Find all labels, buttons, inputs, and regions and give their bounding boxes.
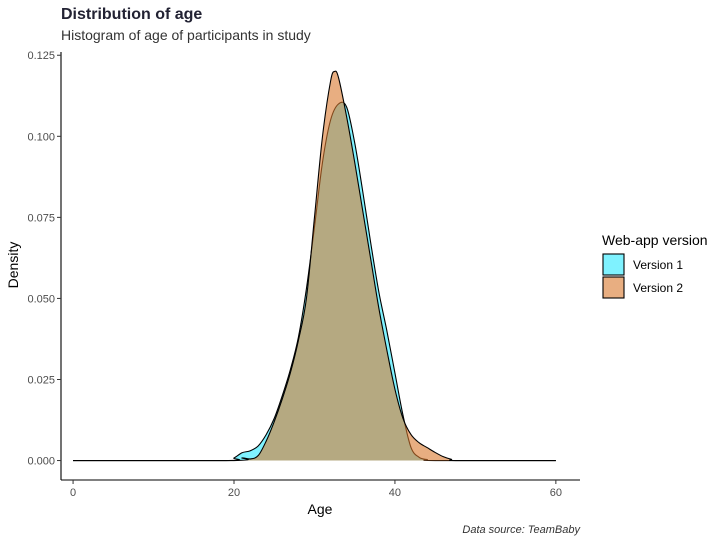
y-tick-label: 0.075 <box>27 212 55 224</box>
y-tick-label: 0.025 <box>27 374 55 386</box>
x-axis-title: Age <box>308 501 333 517</box>
y-tick-label: 0.050 <box>27 293 55 305</box>
y-tick-label: 0.125 <box>27 50 55 62</box>
density-line-version-2 <box>73 70 556 462</box>
legend-swatch-version-1 <box>602 253 625 276</box>
x-axis: 0 20 40 60 <box>61 479 580 499</box>
legend-label-version-1: Version 1 <box>633 258 683 272</box>
y-tick-label: 0.000 <box>27 456 55 468</box>
chart-caption: Data source: TeamBaby <box>462 524 581 536</box>
legend: Web-app version Version 1 Version 2 <box>602 232 708 299</box>
legend-label-version-2: Version 2 <box>633 281 683 295</box>
y-axis-title: Density <box>5 242 21 289</box>
x-tick-label: 0 <box>70 487 76 499</box>
legend-items: Version 1 Version 2 <box>602 253 683 299</box>
chart-title: Distribution of age <box>61 6 202 23</box>
chart-subtitle: Histogram of age of participants in stud… <box>61 27 311 43</box>
plot-area: 0 20 40 60 0.000 0.025 0.050 0.075 0.100 0.125 <box>27 50 580 499</box>
series-layer <box>73 70 556 462</box>
x-tick-label: 40 <box>389 487 401 499</box>
y-axis: 0.000 0.025 0.050 0.075 0.100 0.125 <box>27 50 62 480</box>
x-tick-label: 60 <box>550 487 562 499</box>
x-tick-label: 20 <box>228 487 240 499</box>
legend-title: Web-app version <box>602 232 708 248</box>
legend-swatch-version-2 <box>602 276 625 299</box>
density-area-version-2 <box>73 71 556 461</box>
y-tick-label: 0.100 <box>27 131 55 143</box>
